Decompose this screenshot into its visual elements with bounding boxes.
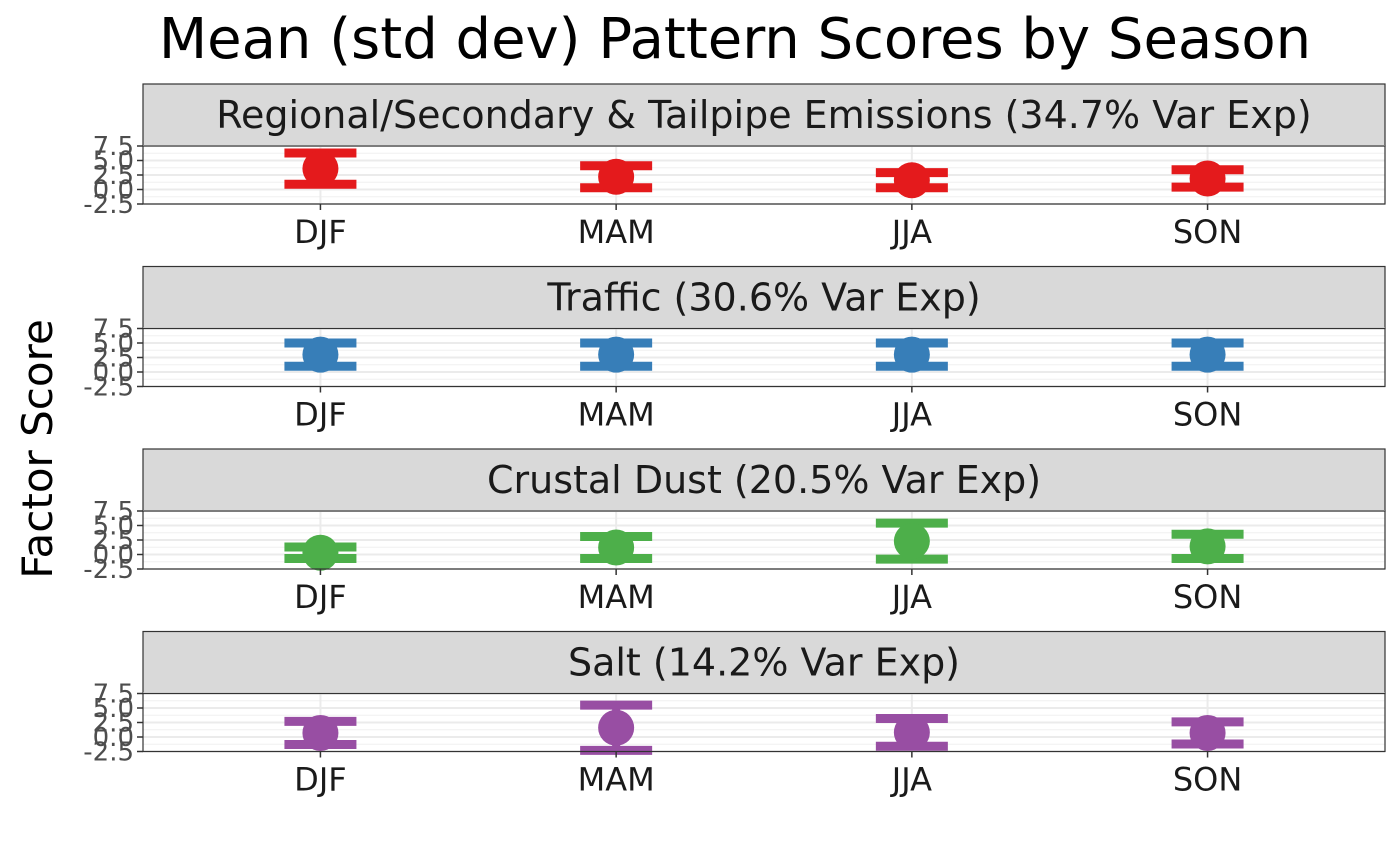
x-tick-label: JJA <box>890 213 932 251</box>
facet-strip-label: Traffic (30.6% Var Exp) <box>546 276 980 320</box>
chart-title: Mean (std dev) Pattern Scores by Season <box>159 7 1311 72</box>
mean-point <box>598 529 635 566</box>
y-tick-label: 7.5 <box>93 680 134 710</box>
x-tick-label: JJA <box>890 396 932 434</box>
y-tick-label: 2.5 <box>93 526 134 556</box>
x-tick-label: DJF <box>294 213 346 251</box>
x-tick-label: MAM <box>578 761 655 799</box>
mean-point <box>302 150 339 187</box>
facet-strip-label: Crustal Dust (20.5% Var Exp) <box>487 458 1041 502</box>
facet-strip <box>142 265 1386 330</box>
mean-point <box>893 714 930 751</box>
y-tick-label: 5.0 <box>93 512 134 542</box>
facet-strip-label: Regional/Secondary & Tailpipe Emissions … <box>216 93 1311 137</box>
y-tick-label: -2.5 <box>83 555 134 585</box>
mean-point <box>1189 336 1226 373</box>
facet-panels: Regional/Secondary & Tailpipe Emissions … <box>83 83 1386 799</box>
y-tick-label: 0.0 <box>93 358 134 388</box>
facet-panel: Salt (14.2% Var Exp) -2.50.02.55.07.5 DJF M… <box>83 630 1386 799</box>
y-tick-label: 7.5 <box>93 132 134 162</box>
x-tick-label: JJA <box>890 578 932 616</box>
y-tick-label: 5.0 <box>93 329 134 359</box>
mean-point <box>302 534 339 571</box>
x-tick-label: MAM <box>578 396 655 434</box>
x-tick-label: SON <box>1173 396 1242 434</box>
facet-strip <box>142 448 1386 512</box>
mean-point <box>1189 160 1226 197</box>
y-tick-label: 2.5 <box>93 344 134 374</box>
y-tick-label: 5.0 <box>93 147 134 177</box>
y-tick-label: 2.5 <box>93 709 134 739</box>
x-tick-label: DJF <box>294 396 346 434</box>
x-tick-label: MAM <box>578 213 655 251</box>
mean-point <box>893 523 930 560</box>
mean-point <box>302 714 339 751</box>
x-tick-label: JJA <box>890 761 932 799</box>
y-tick-label: 2.5 <box>93 161 134 191</box>
y-tick-label: -2.5 <box>83 738 134 768</box>
mean-point <box>598 336 635 373</box>
y-tick-label: 0.0 <box>93 541 134 571</box>
y-tick-label: -2.5 <box>83 373 134 403</box>
y-tick-label: 7.5 <box>93 497 134 527</box>
x-tick-label: DJF <box>294 761 346 799</box>
mean-point <box>1189 714 1226 751</box>
facet-strip <box>142 83 1386 147</box>
x-tick-label: SON <box>1173 761 1242 799</box>
mean-point <box>598 158 635 195</box>
x-tick-label: DJF <box>294 578 346 616</box>
facet-panel: Regional/Secondary & Tailpipe Emissions … <box>83 83 1386 251</box>
mean-point <box>893 162 930 199</box>
mean-point <box>1189 528 1226 565</box>
mean-point <box>302 336 339 373</box>
mean-point <box>893 336 930 373</box>
y-tick-label: 0.0 <box>93 723 134 753</box>
facet-strip-label: Salt (14.2% Var Exp) <box>568 641 960 685</box>
y-tick-label: 5.0 <box>93 694 134 724</box>
y-tick-label: 7.5 <box>93 315 134 345</box>
y-tick-label: 0.0 <box>93 176 134 206</box>
x-tick-label: SON <box>1173 578 1242 616</box>
y-axis-label: Factor Score <box>13 319 62 579</box>
x-tick-label: MAM <box>578 578 655 616</box>
facet-panel: Crustal Dust (20.5% Var Exp) -2.50.02.55.… <box>83 448 1386 616</box>
facet-panel: Traffic (30.6% Var Exp) -2.50.02.55.07.5 D… <box>83 265 1386 434</box>
mean-point <box>598 709 635 746</box>
x-tick-label: SON <box>1173 213 1242 251</box>
y-tick-label: -2.5 <box>83 190 134 220</box>
